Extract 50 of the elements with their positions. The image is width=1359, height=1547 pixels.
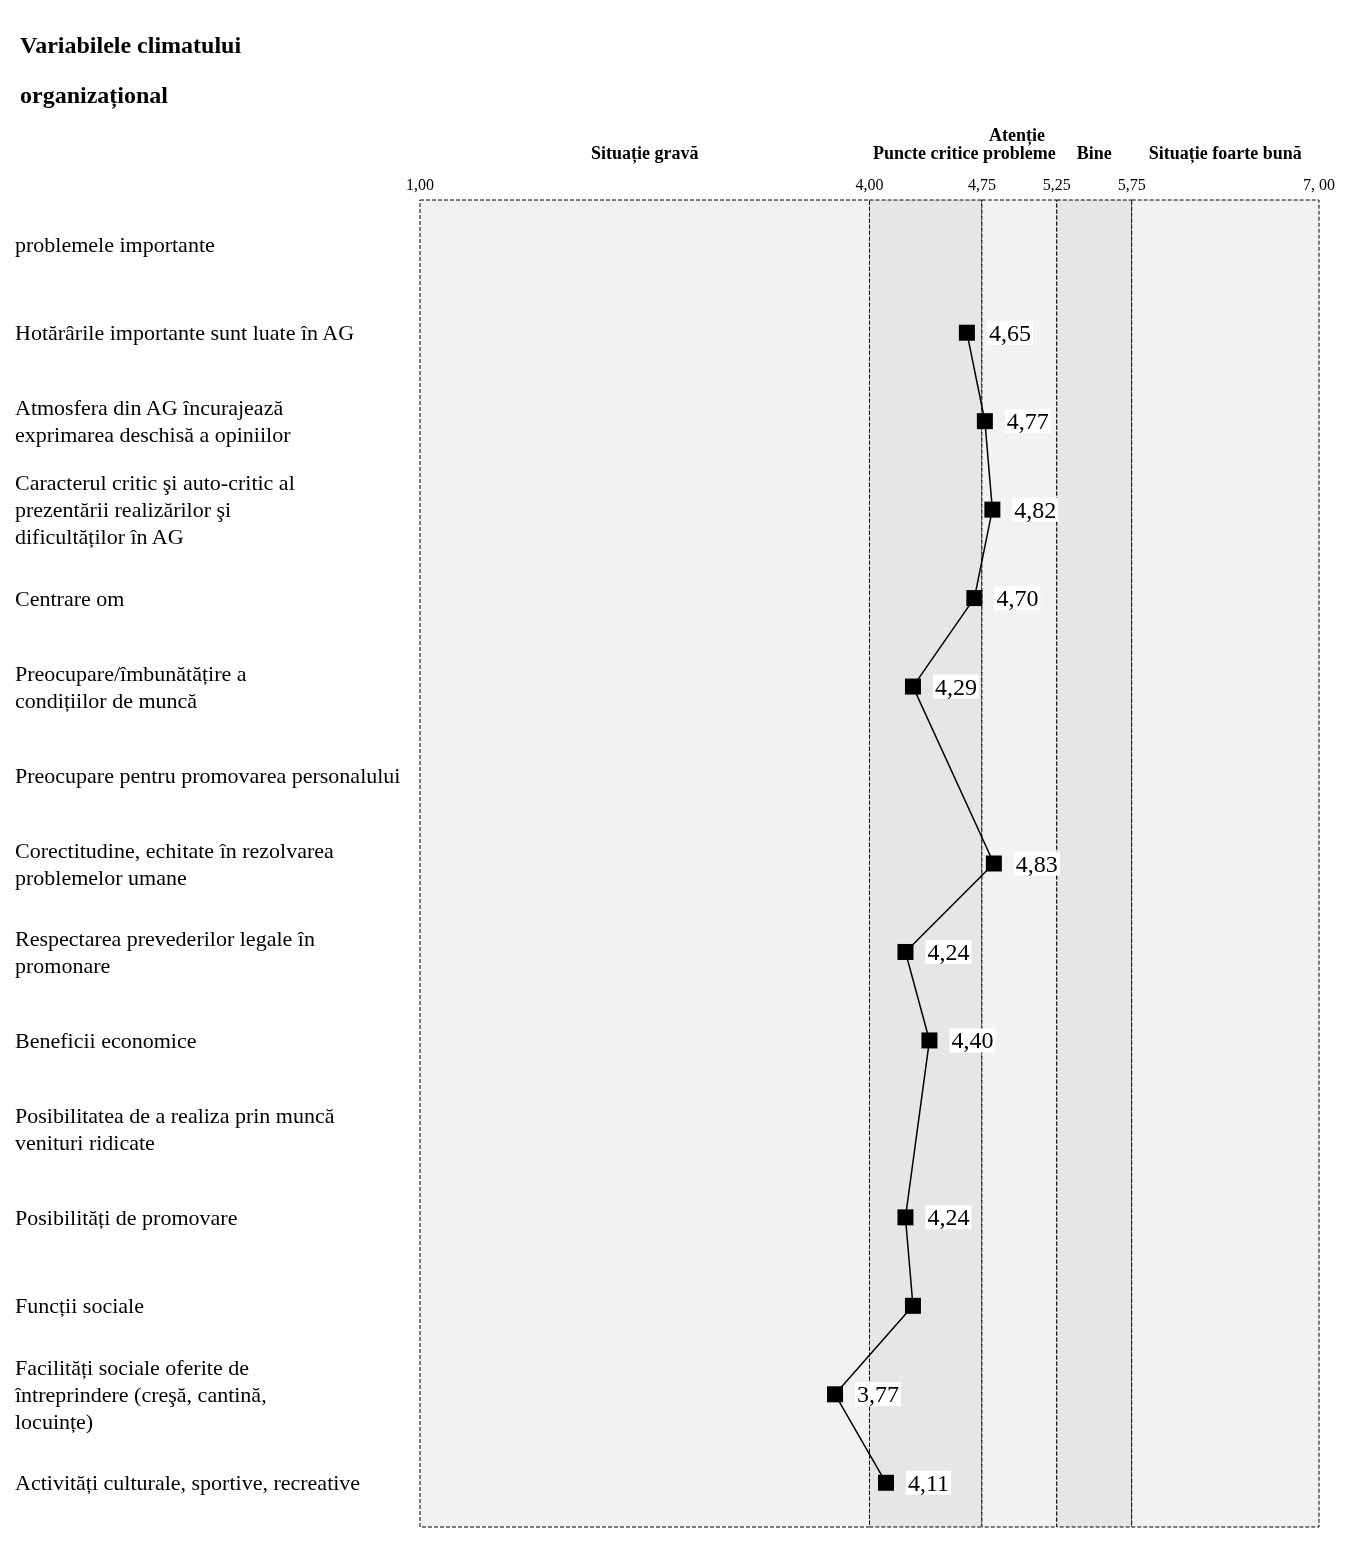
x-tick-label: 5,75 bbox=[1117, 175, 1146, 193]
point bbox=[827, 1386, 844, 1403]
y-tick-label: Preocupare pentru promovarea personalului bbox=[15, 762, 401, 788]
y-tick-label: Facilități sociale oferite de întreprindere (creşă, cantină, locuințe) bbox=[14, 1354, 273, 1434]
x-tick-label: 4,75 bbox=[967, 175, 996, 193]
band-label: Atenție probleme bbox=[983, 124, 1056, 163]
point bbox=[984, 501, 1001, 518]
point bbox=[966, 590, 983, 607]
y-tick-label: Atmosfera din AG încurajează exprimarea deschisă a opiniilor bbox=[15, 395, 292, 448]
point bbox=[877, 1474, 894, 1491]
data-label: 4,70 bbox=[996, 585, 1039, 612]
y-tick-label: Posibilitatea de a realiza prin muncă venituri ridicate bbox=[15, 1102, 340, 1155]
data-label: 4,82 bbox=[1014, 496, 1057, 523]
x-tick-label: 7, 00 bbox=[1303, 175, 1335, 193]
band-label: Situație gravă bbox=[591, 142, 699, 164]
data-label: 4,83 bbox=[1015, 850, 1058, 877]
x-tick-label: 5,25 bbox=[1042, 175, 1071, 193]
point bbox=[904, 678, 921, 695]
x-tick-label: 1,00 bbox=[406, 175, 434, 193]
y-tick-label: Activități culturale, sportive, recreative bbox=[15, 1470, 361, 1496]
point bbox=[985, 855, 1002, 872]
point bbox=[976, 413, 993, 430]
y-tick-label: Posibilități de promovare bbox=[15, 1204, 238, 1230]
band-label: Situație foarte bună bbox=[1148, 142, 1302, 164]
y-tick-label: Hotărârile importante sunt luate în AG bbox=[15, 320, 355, 346]
band-label: Puncte critice bbox=[872, 142, 979, 163]
point bbox=[897, 943, 914, 960]
point bbox=[958, 324, 975, 341]
y-tick-label: Preocupare/îmbunătățire a condițiilor de muncă bbox=[15, 660, 253, 713]
data-label: 4,29 bbox=[934, 673, 977, 700]
band-label: Bine bbox=[1076, 142, 1112, 163]
data-label: 4,24 bbox=[927, 1204, 970, 1231]
y-tick-label: problemele importante bbox=[15, 231, 215, 257]
y-tick-label: Corectitudine, echitate în rezolvarea problemelor umane bbox=[15, 837, 340, 890]
point bbox=[897, 1209, 914, 1226]
y-tick-label: Funcții sociale bbox=[15, 1293, 144, 1319]
data-label: 4,11 bbox=[907, 1469, 950, 1496]
y-axis-title: Variabilele climatului organizațional bbox=[20, 32, 248, 109]
data-label: 4,24 bbox=[927, 938, 970, 965]
point bbox=[921, 1032, 938, 1049]
y-tick-label: Beneficii economice bbox=[15, 1027, 197, 1053]
y-tick-label: Respectarea prevederilor legale în promonare bbox=[15, 925, 321, 978]
data-label: 4,65 bbox=[988, 319, 1031, 346]
y-tick-label: Centrare om bbox=[15, 585, 125, 611]
data-label: 4,40 bbox=[951, 1027, 994, 1054]
data-label: 3,77 bbox=[857, 1381, 900, 1408]
y-tick-label: Caracterul critic şi auto-critic al prezentării realizărilor şi dificultăților în AG bbox=[15, 470, 301, 550]
data-label: 4,77 bbox=[1006, 408, 1049, 435]
x-tick-label: 4,00 bbox=[855, 175, 884, 193]
point bbox=[904, 1297, 921, 1314]
